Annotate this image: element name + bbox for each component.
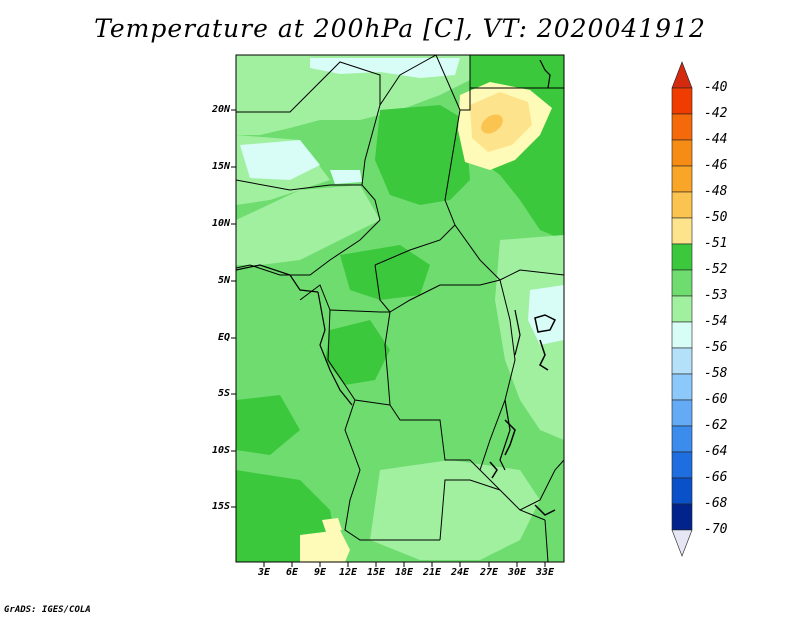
field-band-48-core (481, 114, 503, 134)
colorbar-label: -51 (704, 236, 728, 251)
lat-label-5n: 5N (217, 275, 230, 286)
colorbar-label: -60 (704, 392, 728, 407)
colorbar-swatch-51 (671, 243, 693, 271)
colorbar-label: -70 (704, 522, 728, 537)
colorbar-swatch-58 (671, 373, 693, 401)
colorbar-label: -58 (704, 366, 728, 381)
colorbar-label: -64 (704, 444, 728, 459)
colorbar-label: -48 (704, 184, 728, 199)
field-band-52-congo (325, 320, 390, 385)
colorbar-label: -42 (704, 106, 728, 121)
colorbar-label: -52 (704, 262, 728, 277)
field-band-56-west (240, 140, 320, 180)
colorbar-label: -66 (704, 470, 728, 485)
lon-label-6e: 6E (285, 567, 299, 578)
field-band-52-north (375, 105, 470, 205)
field-band-51-southwest (300, 530, 350, 562)
colorbar-swatch-56 (671, 347, 693, 375)
field-band-54-east (495, 235, 564, 440)
colorbar-swatch-40 (671, 87, 693, 115)
lon-label-27e: 27E (479, 567, 499, 578)
map-frame (235, 54, 565, 563)
lon-label-24e: 24E (450, 567, 470, 578)
lat-label-15s: 15S (211, 501, 230, 512)
lon-label-21e: 21E (422, 567, 442, 578)
colorbar-label: -40 (704, 80, 728, 95)
colorbar-label: -62 (704, 418, 728, 433)
colorbar-swatch-44 (671, 139, 693, 167)
field-band-54-south (370, 460, 540, 560)
lon-label-30e: 30E (507, 567, 527, 578)
colorbar-arrow-top (671, 61, 693, 89)
lat-label-10s: 10S (211, 445, 230, 456)
colorbar-label: -68 (704, 496, 728, 511)
temperature-field (236, 55, 564, 562)
field-band-51-small (322, 518, 342, 532)
colorbar-label: -54 (704, 314, 728, 329)
country-borders (236, 55, 564, 562)
lakes (489, 314, 557, 516)
lon-label-33e: 33E (535, 567, 555, 578)
colorbar-swatch-62 (671, 425, 693, 453)
colorbar-swatch-68 (671, 503, 693, 531)
lon-ticks (263, 562, 546, 567)
lon-label-3e: 3E (257, 567, 271, 578)
colorbar-swatch-66 (671, 477, 693, 505)
lat-label-eq: EQ (217, 332, 230, 343)
lat-ticks (231, 109, 236, 508)
colorbar-swatch-60 (671, 399, 693, 427)
lon-label-9e: 9E (313, 567, 327, 578)
lon-label-12e: 12E (338, 567, 358, 578)
map-title: Temperature at 200hPa [C], VT: 202004191… (94, 14, 706, 43)
colorbar-swatch-64 (671, 451, 693, 479)
credit-text: GrADS: IGES/COLA (4, 605, 91, 615)
colorbar-arrow-bottom (671, 529, 693, 557)
colorbar-swatch-54 (671, 321, 693, 349)
colorbar-label: -44 (704, 132, 728, 147)
colorbar-swatch-50 (671, 217, 693, 245)
coastlines (236, 59, 551, 471)
field-band-56-center (330, 170, 362, 184)
colorbar (671, 61, 693, 557)
lat-label-5s: 5S (217, 388, 230, 399)
lat-label-10n: 10N (211, 218, 230, 229)
lat-label-20n: 20N (211, 104, 230, 115)
lon-label-15e: 15E (366, 567, 386, 578)
colorbar-label: -53 (704, 288, 728, 303)
colorbar-swatch-53 (671, 295, 693, 323)
colorbar-swatch-52 (671, 269, 693, 297)
colorbar-label: -46 (704, 158, 728, 173)
colorbar-swatch-42 (671, 113, 693, 141)
colorbar-label: -56 (704, 340, 728, 355)
field-band-52-center (340, 245, 430, 300)
lat-label-15n: 15N (211, 161, 230, 172)
colorbar-label: -50 (704, 210, 728, 225)
field-band-52-west (236, 395, 300, 455)
colorbar-swatch-48 (671, 191, 693, 219)
field-band-54-sahel (236, 185, 380, 265)
colorbar-swatch-46 (671, 165, 693, 193)
lon-label-18e: 18E (394, 567, 414, 578)
